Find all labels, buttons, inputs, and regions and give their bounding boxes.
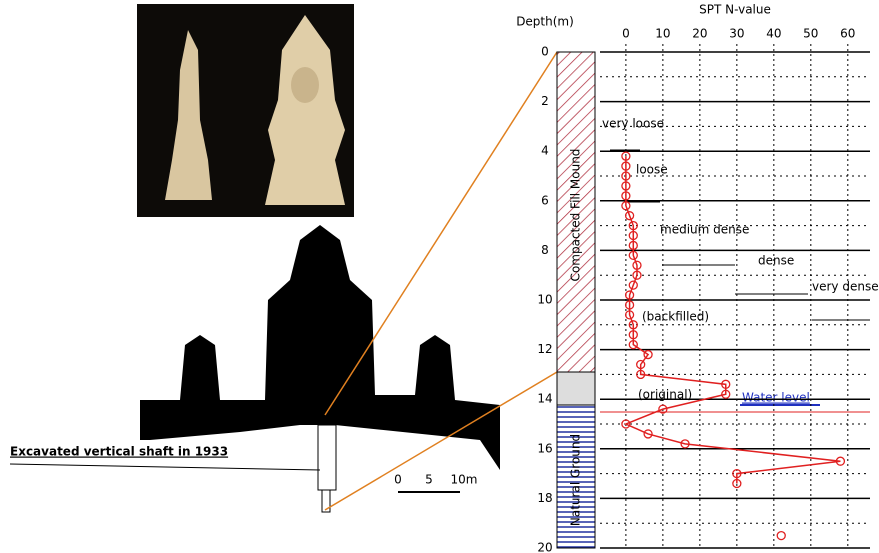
- data-point: [636, 359, 646, 370]
- annotation: Water level: [742, 391, 810, 405]
- data-point: [680, 439, 690, 449]
- data-point: [621, 201, 631, 211]
- data-point: [621, 191, 631, 201]
- x-tick-label: 10: [655, 27, 670, 41]
- y-tick-label: 14: [537, 392, 552, 406]
- scale-label: 5: [425, 473, 433, 487]
- y-tick-label: 18: [537, 491, 552, 505]
- annotation: dense: [758, 254, 794, 268]
- column-label: Natural Ground: [569, 434, 583, 526]
- x-tick-label: 50: [803, 27, 818, 41]
- pointer: [9, 463, 321, 471]
- data-point: [628, 330, 638, 340]
- data-point: [628, 250, 638, 261]
- chart-title: SPT N-value: [699, 3, 771, 17]
- data-point: [624, 290, 635, 300]
- data-point: [835, 456, 846, 466]
- x-tick-label: 60: [840, 27, 855, 41]
- data-point: [732, 468, 742, 479]
- data-point: [621, 181, 631, 191]
- data-point: [624, 211, 635, 221]
- y-tick-label: 2: [541, 94, 549, 108]
- annotation: (backfilled): [642, 310, 709, 324]
- x-tick-label: 30: [729, 27, 744, 41]
- data-line: [626, 156, 841, 535]
- scale-bar: 0 5 10m: [394, 473, 477, 493]
- data-point: [624, 300, 635, 310]
- annotation: very dense: [812, 280, 879, 294]
- column-label: Compacted Fill Mound: [569, 149, 583, 282]
- scale-label: 0: [394, 473, 402, 487]
- data-point: [621, 161, 631, 171]
- fill-column: [556, 51, 596, 373]
- y-tick-label: 10: [537, 293, 552, 307]
- natural-column: [556, 404, 596, 549]
- photo: [137, 4, 354, 217]
- y-tick-label: 12: [537, 342, 552, 356]
- annotations: very loose loose medium dense dense very…: [602, 117, 879, 405]
- transition-band: [556, 371, 596, 406]
- data-point: [628, 280, 638, 290]
- data-point: [721, 389, 731, 399]
- callout-lines: [324, 51, 558, 511]
- y-axis-label: Depth(m): [516, 15, 574, 29]
- y-tick-label: 4: [541, 144, 549, 158]
- data-point: [621, 151, 631, 161]
- data-point: [636, 369, 646, 380]
- data-point: [624, 310, 635, 320]
- y-tick-label: 16: [537, 441, 552, 455]
- data-point: [621, 419, 631, 429]
- annotation: medium dense: [660, 223, 749, 237]
- y-tick-label: 20: [537, 541, 552, 553]
- data-point: [658, 404, 668, 414]
- y-tick-label: 6: [541, 193, 549, 207]
- data-point: [628, 320, 638, 330]
- annotation: (original): [638, 388, 692, 402]
- data-point: [628, 339, 638, 350]
- y-tick-label: 0: [541, 45, 549, 59]
- data-point: [628, 240, 638, 251]
- x-tick-label: 40: [766, 27, 781, 41]
- shaft-label: Excavated vertical shaft in 1933: [10, 445, 228, 459]
- data-point: [628, 230, 638, 241]
- scale-label: 10m: [451, 473, 478, 487]
- x-tick-label: 0: [622, 27, 630, 41]
- data-point: [721, 379, 731, 389]
- range-arrows: [610, 149, 870, 321]
- data-point: [643, 429, 653, 439]
- data-point: [732, 478, 742, 489]
- data-point: [621, 171, 631, 181]
- data-point: [776, 530, 786, 541]
- data-point: [628, 220, 638, 231]
- data-point: [632, 260, 642, 270]
- x-tick-label: 20: [692, 27, 707, 41]
- y-tick-label: 8: [541, 243, 549, 257]
- temple-elevation: [140, 225, 500, 513]
- annotation: loose: [636, 163, 668, 177]
- data-point: [643, 349, 653, 360]
- annotation: very loose: [602, 117, 664, 131]
- data-point: [632, 270, 642, 280]
